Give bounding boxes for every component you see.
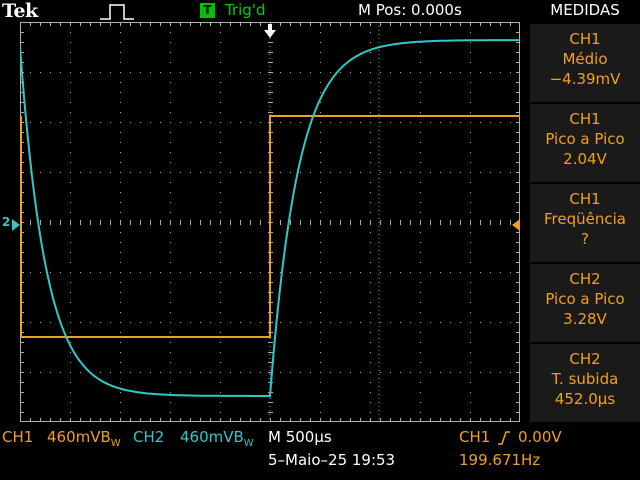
measurement-value: 3.28V xyxy=(563,310,607,328)
pulse-icon xyxy=(100,4,134,20)
ch1-label: CH1 xyxy=(2,428,34,446)
measurement-value: 2.04V xyxy=(563,150,607,168)
measurement-4[interactable]: CH2 Pico a Pico 3.28V xyxy=(530,264,640,342)
ch2-ground-marker: 2 xyxy=(2,215,11,229)
measurement-value: ? xyxy=(581,230,589,248)
measurement-type: Pico a Pico xyxy=(545,290,625,308)
trigger-position-icon xyxy=(264,30,276,38)
measurement-channel: CH1 xyxy=(569,30,601,48)
measurement-3[interactable]: CH1 Freqüência ? xyxy=(530,184,640,262)
measurement-channel: CH2 xyxy=(569,270,601,288)
frequency-readout: 199.671Hz xyxy=(459,451,541,469)
measurement-channel: CH1 xyxy=(569,110,601,128)
scope-screen xyxy=(20,22,520,422)
trigger-position-stem xyxy=(268,24,272,32)
trigger-status: Trig'd xyxy=(225,1,266,19)
ch2-scale: 460mVBW xyxy=(180,428,254,449)
measurement-channel: CH1 xyxy=(569,190,601,208)
measurement-value: 452.0µs xyxy=(554,390,616,408)
trigger-level-arrow-icon xyxy=(512,219,520,231)
trigger-badge: T xyxy=(200,3,215,18)
ch2-scale-value: 460mVB xyxy=(180,428,244,446)
brand-logo: Tek xyxy=(2,0,38,22)
trigger-source: CH1 xyxy=(459,428,491,446)
ch2-marker-arrow-icon xyxy=(12,219,20,231)
timebase: M 500µs xyxy=(268,428,332,446)
rising-edge-icon xyxy=(498,431,510,445)
measurement-5[interactable]: CH2 T. subida 452.0µs xyxy=(530,344,640,422)
measurement-type: Médio xyxy=(562,50,608,68)
ch2-bw-limit: W xyxy=(243,438,254,449)
measurement-2[interactable]: CH1 Pico a Pico 2.04V xyxy=(530,104,640,182)
measurement-type: Freqüência xyxy=(544,210,626,228)
measurement-channel: CH2 xyxy=(569,350,601,368)
ch1-scale-value: 460mVB xyxy=(47,428,111,446)
measurement-value: −4.39mV xyxy=(549,70,621,88)
measurements-panel-title: MEDIDAS xyxy=(550,1,620,19)
ch2-trace xyxy=(20,39,520,397)
ch2-label: CH2 xyxy=(133,428,165,446)
measurement-type: Pico a Pico xyxy=(545,130,625,148)
m-pos-readout: M Pos: 0.000s xyxy=(358,1,462,19)
date-time: 5–Maio–25 19:53 xyxy=(268,451,396,469)
ch1-scale: 460mVBW xyxy=(47,428,121,449)
measurement-1[interactable]: CH1 Médio −4.39mV xyxy=(530,24,640,102)
status-bar: Tek T Trig'd M Pos: 0.000s MEDIDAS xyxy=(0,0,640,22)
measurement-type: T. subida xyxy=(551,370,619,388)
trigger-level: 0.00V xyxy=(518,428,562,446)
ch1-bw-limit: W xyxy=(110,438,121,449)
ch1-trace xyxy=(20,115,520,338)
